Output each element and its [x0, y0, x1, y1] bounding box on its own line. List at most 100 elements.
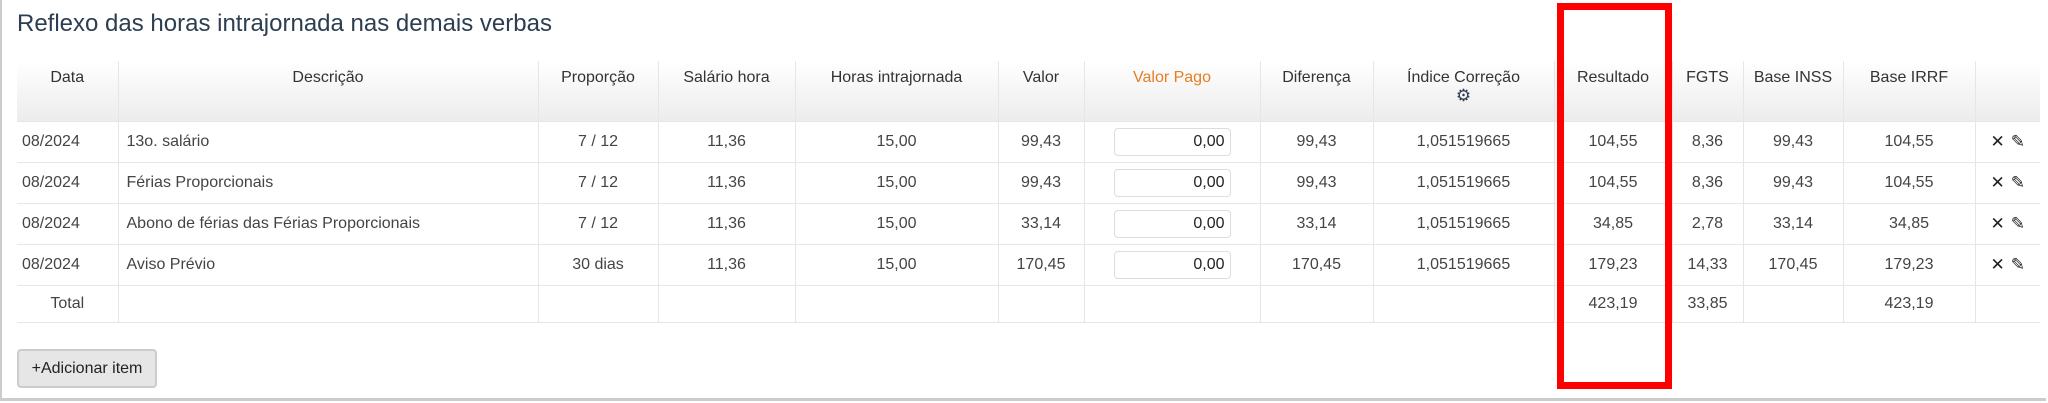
column-header	[1974, 61, 2040, 121]
row-actions: ✕ ✎	[1974, 120, 2040, 162]
cell-valor: 99,43	[997, 120, 1084, 162]
cell-fgts: 8,36	[1671, 120, 1743, 162]
delete-icon[interactable]: ✕	[1990, 131, 2005, 151]
cell-base_inss: 99,43	[1742, 120, 1843, 162]
cell-horas: 15,00	[794, 161, 998, 203]
cell-resultado: 34,85	[1553, 202, 1672, 244]
column-header-label: Data	[50, 69, 85, 86]
column-header: Horas intrajornada	[794, 61, 998, 121]
total-cell	[1742, 284, 1843, 323]
table-body: 08/2024 13o. salário 7 / 12 11,36 15,00 99,43…	[17, 120, 2040, 323]
cell-horas: 15,00	[794, 120, 998, 162]
cell-proporcao: 7 / 12	[537, 161, 658, 203]
column-header-label: Resultado	[1576, 69, 1650, 86]
column-header-label: Base IRRF	[1869, 69, 1949, 86]
total-cell	[657, 284, 795, 323]
total-cell	[117, 284, 538, 323]
cell-descricao: 13o. salário	[117, 120, 538, 162]
column-header: Proporção	[537, 61, 658, 121]
cell-fgts: 8,36	[1671, 161, 1743, 203]
total-cell: 423,19	[1842, 284, 1975, 323]
cell-salario_hora: 11,36	[657, 161, 795, 203]
cell-descricao: Férias Proporcionais	[117, 161, 538, 203]
total-cell: 423,19	[1553, 284, 1672, 323]
column-header: Resultado	[1553, 61, 1672, 121]
table-row: 08/2024 Abono de férias das Férias Propor…	[17, 202, 2040, 244]
section-title: Reflexo das horas intrajornada nas demai…	[17, 10, 552, 37]
delete-icon[interactable]: ✕	[1990, 213, 2005, 233]
column-header-label: Base INSS	[1753, 69, 1833, 86]
valor-pago-input[interactable]: 0,00	[1113, 209, 1231, 238]
cell-horas: 15,00	[794, 202, 998, 244]
cell-indice: 1,051519665	[1372, 243, 1554, 285]
column-header: Salário hora	[657, 61, 795, 121]
cell-diferenca: 99,43	[1259, 120, 1373, 162]
column-header: Diferença	[1259, 61, 1373, 121]
edit-pencil-icon[interactable]: ✎	[2010, 172, 2025, 192]
cell-proporcao: 30 dias	[537, 243, 658, 285]
cell-base_irrf: 34,85	[1842, 202, 1975, 244]
table-row: 08/2024 13o. salário 7 / 12 11,36 15,00 99,43…	[17, 120, 2040, 162]
cell-data: 08/2024	[17, 161, 118, 203]
column-header: Valor	[997, 61, 1084, 121]
cell-descricao: Abono de férias das Férias Proporcionais	[117, 202, 538, 244]
column-header: FGTS	[1671, 61, 1743, 121]
total-cell	[537, 284, 658, 323]
total-cell	[1259, 284, 1373, 323]
cell-base_inss: 33,14	[1742, 202, 1843, 244]
edit-pencil-icon[interactable]: ✎	[2010, 213, 2025, 233]
column-header-label: Diferença	[1282, 69, 1351, 86]
valor-pago-input[interactable]: 0,00	[1113, 127, 1231, 156]
cell-base_irrf: 104,55	[1842, 161, 1975, 203]
cell-diferenca: 33,14	[1259, 202, 1373, 244]
column-header: Valor Pago	[1083, 61, 1260, 121]
cell-indice: 1,051519665	[1372, 161, 1554, 203]
column-header-label: FGTS	[1686, 69, 1729, 86]
cell-valor_pago: 0,00	[1083, 161, 1260, 203]
column-header: Índice Correção ⚙	[1372, 61, 1554, 121]
cell-valor: 33,14	[997, 202, 1084, 244]
add-item-button[interactable]: +Adicionar item	[17, 349, 157, 388]
cell-valor_pago: 0,00	[1083, 120, 1260, 162]
cell-resultado: 104,55	[1553, 161, 1672, 203]
column-header: Base IRRF	[1842, 61, 1975, 121]
cell-base_inss: 99,43	[1742, 161, 1843, 203]
total-cell: 33,85	[1671, 284, 1743, 323]
column-header-label: Valor Pago	[1133, 69, 1211, 86]
row-actions: ✕ ✎	[1974, 202, 2040, 244]
total-cell	[997, 284, 1084, 323]
valor-pago-input[interactable]: 0,00	[1113, 250, 1231, 279]
table-row: 08/2024 Aviso Prévio 30 dias 11,36 15,00 170,…	[17, 243, 2040, 285]
delete-icon[interactable]: ✕	[1990, 172, 2005, 192]
cell-valor_pago: 0,00	[1083, 202, 1260, 244]
cell-proporcao: 7 / 12	[537, 202, 658, 244]
row-actions: ✕ ✎	[1974, 243, 2040, 285]
total-cell	[1083, 284, 1260, 323]
cell-resultado: 179,23	[1553, 243, 1672, 285]
row-actions: ✕ ✎	[1974, 161, 2040, 203]
valor-pago-input[interactable]: 0,00	[1113, 168, 1231, 197]
header-row: Data Descrição Proporção Salário hora Horas …	[17, 61, 2040, 121]
cell-salario_hora: 11,36	[657, 243, 795, 285]
cell-descricao: Aviso Prévio	[117, 243, 538, 285]
delete-icon[interactable]: ✕	[1990, 254, 2005, 274]
gear-icon[interactable]: ⚙	[1455, 86, 1472, 105]
cell-data: 08/2024	[17, 243, 118, 285]
cell-indice: 1,051519665	[1372, 202, 1554, 244]
total-cell	[794, 284, 998, 323]
cell-data: 08/2024	[17, 202, 118, 244]
cell-resultado: 104,55	[1553, 120, 1672, 162]
column-header-label: Valor	[1022, 69, 1060, 86]
edit-pencil-icon[interactable]: ✎	[2010, 254, 2025, 274]
edit-pencil-icon[interactable]: ✎	[2010, 131, 2025, 151]
column-header: Base INSS	[1742, 61, 1843, 121]
cell-base_irrf: 179,23	[1842, 243, 1975, 285]
cell-valor_pago: 0,00	[1083, 243, 1260, 285]
cell-salario_hora: 11,36	[657, 202, 795, 244]
column-header: Descrição	[117, 61, 538, 121]
column-header-label: Descrição	[292, 69, 364, 86]
cell-indice: 1,051519665	[1372, 120, 1554, 162]
column-header-label: Horas intrajornada	[830, 69, 963, 86]
total-cell: Total	[17, 284, 118, 323]
